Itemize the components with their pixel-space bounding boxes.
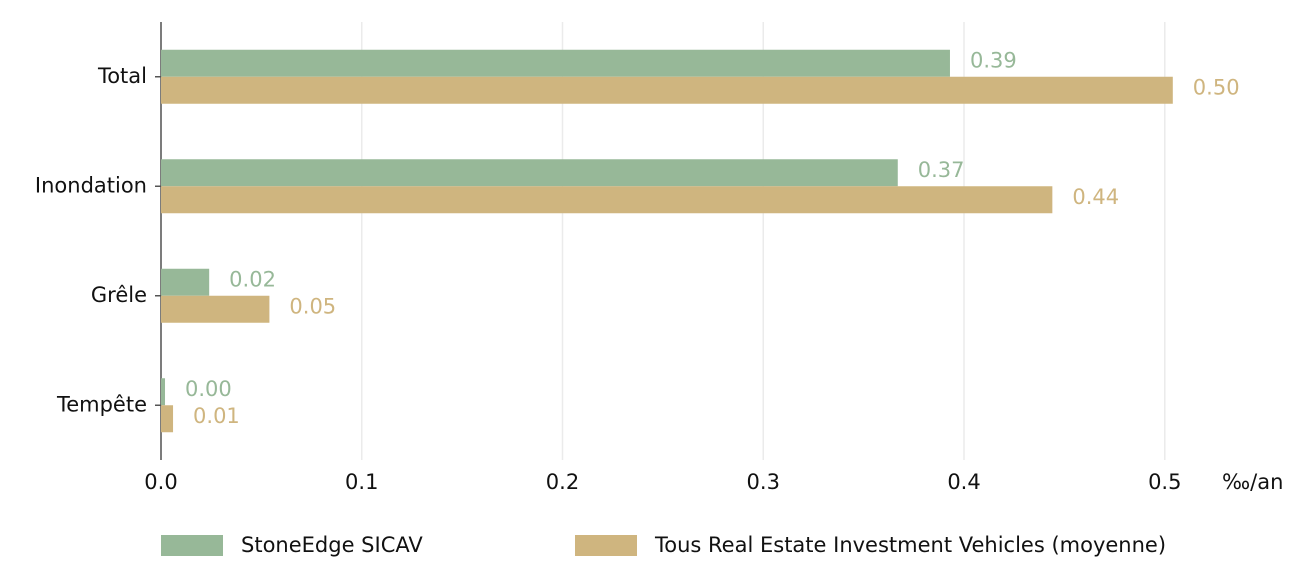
x-tick-label: 0.5 [1148, 470, 1181, 494]
legend-label: Tous Real Estate Investment Vehicles (mo… [654, 533, 1166, 557]
x-tick-label: 0.0 [144, 470, 177, 494]
x-tick-label: 0.2 [546, 470, 579, 494]
y-tick-label: Grêle [91, 283, 147, 307]
y-tick-label: Inondation [35, 173, 147, 197]
value-label: 0.50 [1193, 75, 1240, 99]
value-label: 0.39 [970, 48, 1017, 72]
value-label: 0.44 [1072, 185, 1119, 209]
value-label: 0.01 [193, 404, 240, 428]
bar [161, 49, 950, 77]
legend-label: StoneEdge SICAV [241, 533, 423, 557]
value-label: 0.37 [918, 158, 965, 182]
value-label: 0.00 [185, 377, 232, 401]
y-tick-label: Total [97, 64, 147, 88]
y-tick-label: Tempête [56, 392, 147, 416]
value-label: 0.05 [289, 294, 336, 318]
bar [161, 268, 210, 296]
x-tick-label: 0.1 [345, 470, 378, 494]
x-tick-label: 0.4 [947, 470, 980, 494]
bar [161, 378, 166, 406]
legend-swatch [161, 535, 223, 556]
x-axis-label: ‰/an [1222, 470, 1283, 494]
bar [161, 76, 1173, 104]
x-tick-label: 0.3 [747, 470, 780, 494]
bar [161, 405, 174, 433]
bar [161, 186, 1053, 214]
bar [161, 295, 270, 323]
legend-swatch [575, 535, 637, 556]
value-label: 0.02 [229, 267, 276, 291]
bar [161, 159, 898, 187]
